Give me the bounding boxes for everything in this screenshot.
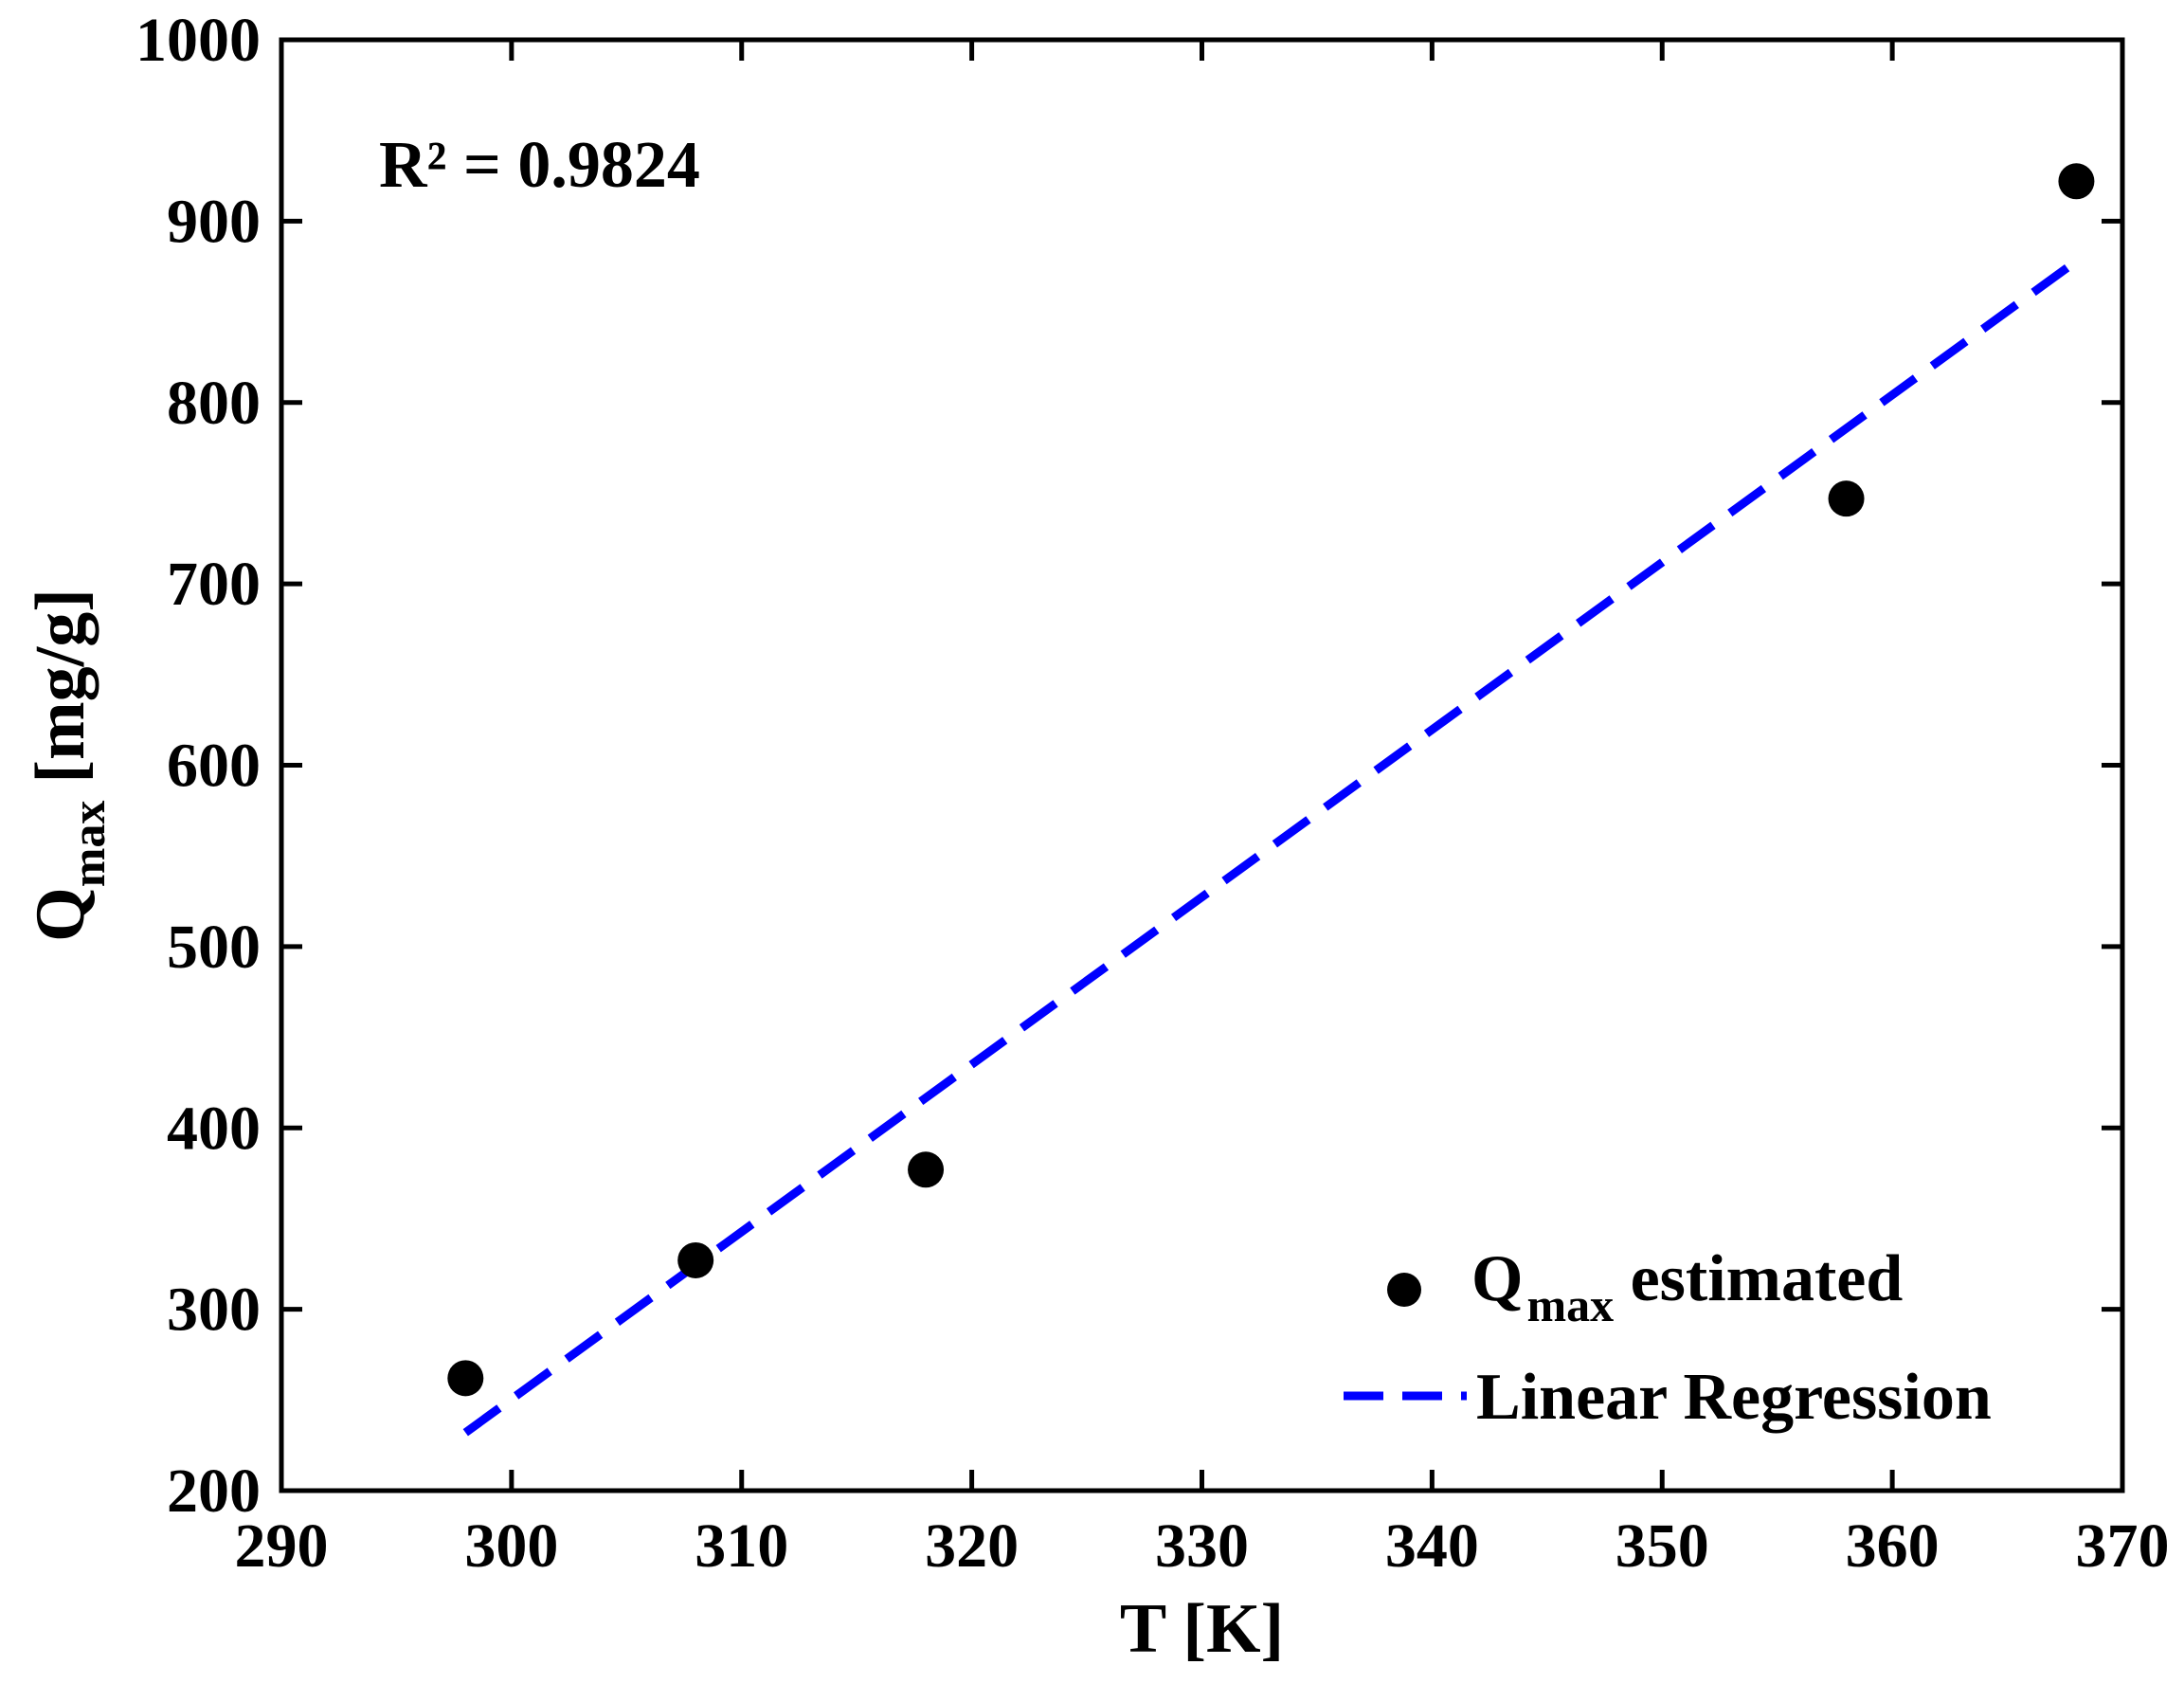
y-tick-label: 600 (167, 732, 261, 801)
data-point (677, 1241, 714, 1278)
x-tick-label: 340 (1385, 1511, 1479, 1581)
data-point (908, 1151, 945, 1188)
y-tick-label: 900 (167, 187, 261, 256)
y-tick-label: 500 (167, 913, 261, 982)
y-tick-label: 200 (167, 1457, 261, 1526)
x-tick-label: 310 (695, 1511, 788, 1581)
series-layer (447, 163, 2095, 1437)
x-axis-title: T [K] (1120, 1590, 1284, 1668)
y-axis-title-unit: [mg/g] (22, 588, 99, 784)
y-tick-label: 1000 (135, 6, 261, 75)
y-tick-label: 800 (167, 369, 261, 438)
plot-frame (279, 37, 2125, 1493)
y-axis-title-sub: max (62, 801, 115, 888)
y-tick-label: 400 (167, 1094, 261, 1163)
data-point (2058, 163, 2095, 200)
y-tick-label: 300 (167, 1276, 261, 1345)
data-point (447, 1360, 484, 1397)
legend-label-scatter-sub: max (1526, 1278, 1614, 1331)
legend-label-scatter-main: Q (1471, 1242, 1523, 1315)
data-point (1828, 480, 1865, 517)
legend-label-line: Linear Regression (1476, 1361, 1992, 1434)
x-tick-label: 330 (1155, 1511, 1249, 1581)
x-tick-label: 370 (2076, 1511, 2170, 1581)
x-tick-label: 290 (235, 1511, 329, 1581)
y-axis-title: Qmax [mg/g] (22, 588, 115, 942)
y-axis-title-main: Q (22, 887, 99, 942)
x-tick-label: 360 (1846, 1511, 1940, 1581)
ticks-layer: 290 300 310 320 330 340 350 360 370 200 300 400 500 6… (135, 6, 2170, 1581)
x-tick-label: 300 (464, 1511, 558, 1581)
r2-annotation: R² = 0.9824 (379, 129, 700, 202)
x-tick-label: 350 (1615, 1511, 1709, 1581)
y-tick-label: 700 (167, 550, 261, 619)
regression-line (462, 257, 2080, 1437)
legend-label-scatter-rest: estimated (1614, 1242, 1903, 1315)
legend: Qmax estimated Linear Regression (1344, 1242, 1992, 1434)
x-tick-label: 320 (925, 1511, 1019, 1581)
legend-label-scatter: Qmax estimated (1471, 1242, 1903, 1331)
legend-marker-scatter (1387, 1273, 1421, 1307)
